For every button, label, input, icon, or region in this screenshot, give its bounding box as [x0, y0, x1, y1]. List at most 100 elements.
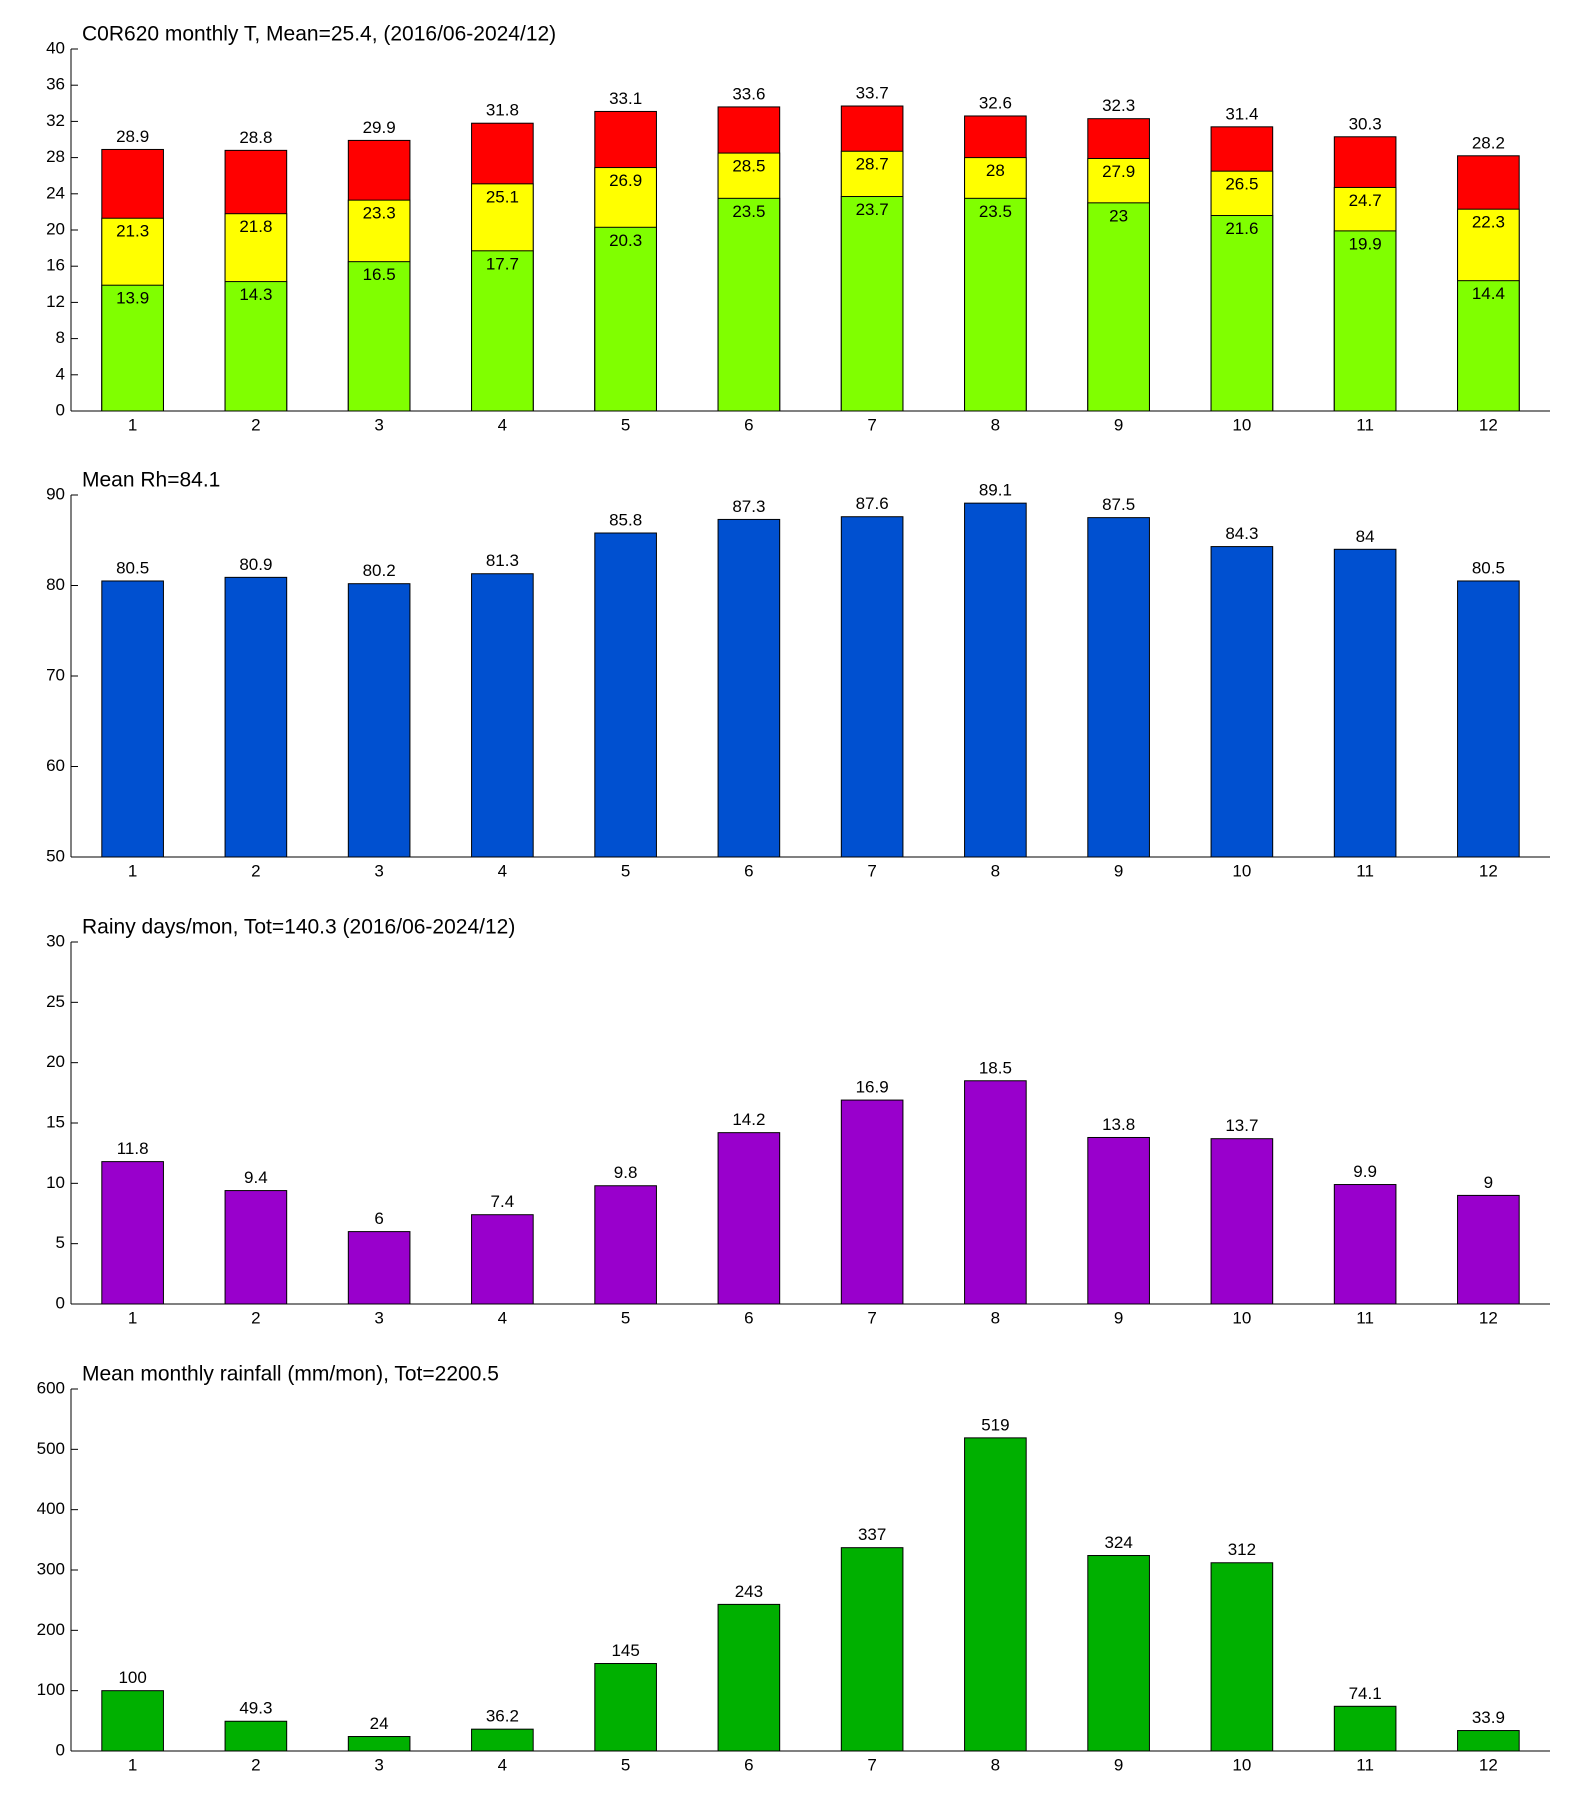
y-tick-label: 8: [56, 328, 65, 347]
x-tick-label: 12: [1479, 1308, 1498, 1327]
x-tick-label: 3: [374, 415, 383, 434]
value-label: 87.6: [856, 494, 889, 513]
bar: [471, 573, 534, 858]
bar: [594, 226, 657, 412]
value-label: 81.3: [486, 551, 519, 570]
value-label: 26.5: [1225, 175, 1258, 194]
bar: [1457, 1194, 1520, 1305]
bar: [347, 261, 411, 412]
bar: [224, 1190, 288, 1305]
value-label: 23.5: [979, 202, 1012, 221]
value-label: 31.8: [486, 101, 519, 120]
x-tick-label: 8: [991, 1308, 1000, 1327]
x-tick-label: 8: [991, 415, 1000, 434]
x-tick-label: 12: [1479, 415, 1498, 434]
value-label: 31.4: [1225, 104, 1258, 123]
bar: [347, 583, 411, 858]
value-label: 16.5: [363, 265, 396, 284]
bar: [840, 516, 904, 858]
value-label: 13.8: [1102, 1115, 1135, 1134]
chart-title: C0R620 monthly T, Mean=25.4, (2016/06-20…: [82, 23, 556, 46]
y-tick-label: 12: [46, 292, 65, 311]
value-label: 24: [370, 1714, 389, 1733]
value-label: 9.9: [1353, 1162, 1377, 1181]
x-tick-label: 8: [991, 1755, 1000, 1774]
bar: [964, 197, 1027, 412]
value-label: 16.9: [856, 1078, 889, 1097]
y-tick-label: 5: [56, 1233, 65, 1252]
bar: [471, 1214, 534, 1305]
value-label: 14.4: [1472, 284, 1505, 303]
value-label: 14.3: [239, 285, 272, 304]
bar: [964, 1080, 1027, 1305]
y-tick-label: 0: [56, 1293, 65, 1312]
y-tick-label: 600: [37, 1378, 65, 1397]
x-tick-label: 7: [867, 861, 876, 880]
value-label: 23.7: [856, 200, 889, 219]
x-tick-label: 1: [128, 1755, 137, 1774]
x-tick-label: 3: [374, 1755, 383, 1774]
bar: [840, 196, 904, 412]
value-label: 26.9: [609, 171, 642, 190]
bar: [1087, 1555, 1150, 1752]
x-tick-label: 1: [128, 1308, 137, 1327]
y-tick-label: 16: [46, 256, 65, 275]
chart-title: Rainy days/mon, Tot=140.3 (2016/06-2024/…: [82, 916, 515, 939]
bar: [840, 1547, 904, 1752]
y-tick-label: 10: [46, 1173, 65, 1192]
value-label: 14.2: [732, 1110, 765, 1129]
bar: [101, 284, 164, 412]
value-label: 18.5: [979, 1058, 1012, 1077]
value-label: 9.4: [244, 1168, 268, 1187]
x-tick-label: 10: [1232, 1308, 1251, 1327]
value-label: 19.9: [1349, 234, 1382, 253]
y-tick-label: 4: [56, 364, 65, 383]
value-label: 33.6: [732, 84, 765, 103]
x-tick-label: 10: [1232, 861, 1251, 880]
value-label: 13.7: [1225, 1116, 1258, 1135]
y-tick-label: 40: [46, 38, 65, 57]
bar: [594, 1663, 657, 1752]
x-tick-label: 1: [128, 861, 137, 880]
x-tick-label: 7: [867, 415, 876, 434]
value-label: 22.3: [1472, 213, 1505, 232]
bar: [347, 1231, 411, 1305]
value-label: 24.7: [1349, 191, 1382, 210]
y-tick-label: 70: [46, 665, 65, 684]
y-tick-label: 36: [46, 75, 65, 94]
bar: [717, 1132, 781, 1305]
bar: [101, 1690, 164, 1752]
y-tick-label: 32: [46, 111, 65, 130]
value-label: 84.3: [1225, 524, 1258, 543]
bar: [1457, 580, 1520, 858]
value-label: 80.9: [239, 555, 272, 574]
bar: [471, 1728, 534, 1752]
x-tick-label: 7: [867, 1308, 876, 1327]
x-tick-label: 6: [744, 1755, 753, 1774]
bar: [717, 1603, 781, 1752]
bar: [1333, 1705, 1397, 1752]
y-tick-label: 500: [37, 1439, 65, 1458]
value-label: 87.3: [732, 497, 765, 516]
value-label: 89.1: [979, 481, 1012, 500]
bar: [224, 1720, 288, 1752]
y-tick-label: 400: [37, 1499, 65, 1518]
bar: [594, 532, 657, 858]
x-tick-label: 1: [128, 415, 137, 434]
bar: [1087, 1136, 1150, 1305]
value-label: 32.3: [1102, 96, 1135, 115]
value-label: 87.5: [1102, 495, 1135, 514]
value-label: 28.8: [239, 128, 272, 147]
value-label: 243: [735, 1582, 763, 1601]
bar: [1210, 215, 1274, 412]
x-tick-label: 8: [991, 861, 1000, 880]
x-tick-label: 4: [498, 415, 507, 434]
x-tick-label: 10: [1232, 415, 1251, 434]
value-label: 36.2: [486, 1707, 519, 1726]
x-tick-label: 5: [621, 1755, 630, 1774]
y-tick-label: 25: [46, 992, 65, 1011]
value-label: 27.9: [1102, 162, 1135, 181]
value-label: 28: [986, 161, 1005, 180]
value-label: 28.9: [116, 127, 149, 146]
